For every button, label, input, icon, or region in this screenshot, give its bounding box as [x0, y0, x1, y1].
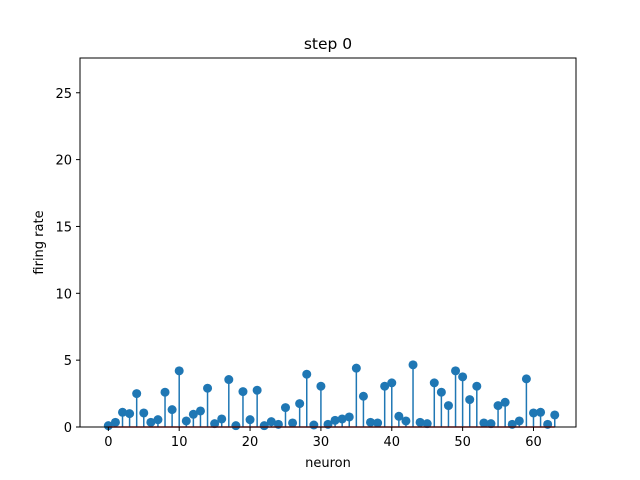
stem-marker — [231, 421, 241, 431]
stem-marker — [288, 418, 298, 428]
chart-title: step 0 — [304, 35, 352, 53]
stem-marker — [415, 417, 425, 427]
stem-marker — [408, 360, 418, 370]
x-tick-label: 60 — [525, 435, 542, 450]
stem-marker — [167, 405, 177, 415]
x-tick-label: 50 — [454, 435, 471, 450]
stem-marker — [195, 406, 205, 416]
stem-lines — [107, 364, 556, 427]
x-tick-label: 40 — [383, 435, 400, 450]
stem-marker — [351, 363, 361, 373]
stem-marker — [160, 387, 170, 397]
stem-marker — [259, 421, 269, 431]
stem-marker — [110, 417, 120, 427]
stem-marker — [103, 421, 113, 431]
stem-marker — [266, 417, 276, 427]
x-axis-label: neuron — [305, 456, 351, 471]
stem-marker — [245, 415, 255, 425]
stem-marker — [330, 415, 340, 425]
stem-marker — [132, 389, 142, 399]
stem-marker — [139, 408, 149, 418]
stem-marker — [472, 381, 482, 391]
axes-frame — [79, 57, 577, 428]
stem-marker — [358, 391, 368, 401]
y-axis-label: firing rate — [32, 210, 47, 274]
y-tick-label: 15 — [55, 220, 72, 235]
stem-marker — [373, 418, 383, 428]
y-axis-ticks: 0 5 10 15 20 25 — [55, 87, 80, 436]
stem-marker — [174, 366, 184, 376]
stem-marker — [387, 378, 397, 388]
stem-marker — [125, 409, 135, 419]
stem-marker — [422, 419, 432, 429]
stem-marker — [528, 408, 538, 418]
stem-marker — [210, 419, 220, 429]
stem-marker — [295, 399, 305, 409]
stem-marker — [146, 417, 156, 427]
x-tick-label: 20 — [242, 435, 259, 450]
stem-marker — [252, 385, 262, 395]
stem-marker — [451, 366, 461, 376]
stem-marker — [188, 409, 198, 419]
stem-marker — [181, 416, 191, 426]
stem-marker — [238, 387, 248, 397]
stem-marker — [302, 369, 312, 379]
stem-marker — [443, 401, 453, 411]
y-tick-label: 10 — [55, 287, 72, 302]
x-tick-label: 10 — [171, 435, 188, 450]
stem-marker — [514, 416, 524, 426]
stem-marker — [224, 375, 234, 385]
stem-marker — [550, 410, 560, 420]
y-tick-label: 5 — [64, 354, 72, 369]
y-tick-label: 0 — [64, 421, 72, 436]
stem-marker — [366, 417, 376, 427]
stem-marker — [521, 374, 531, 384]
stem-marker — [203, 383, 213, 393]
stem-marker — [153, 415, 163, 425]
stem-marker — [337, 414, 347, 424]
stem-marker — [500, 397, 510, 407]
stem-marker — [344, 412, 354, 422]
plot-area — [80, 58, 576, 427]
stem-marker — [458, 372, 468, 382]
stem-marker — [429, 378, 439, 388]
stem-marker — [436, 387, 446, 397]
stem-marker — [401, 416, 411, 426]
stem-marker — [479, 418, 489, 428]
stem-markers — [103, 360, 560, 431]
stem-marker — [316, 381, 326, 391]
stem-marker — [380, 381, 390, 391]
stem-marker — [118, 407, 128, 417]
y-tick-label: 20 — [55, 154, 72, 169]
x-tick-label: 30 — [313, 435, 330, 450]
x-tick-label: 0 — [104, 435, 112, 450]
stem-marker — [465, 395, 475, 405]
stem-marker — [486, 419, 496, 429]
stem-marker — [536, 407, 546, 417]
stem-marker — [493, 401, 503, 411]
stem-marker — [280, 403, 290, 413]
x-axis-ticks: 0 10 20 30 40 50 60 — [104, 427, 542, 450]
stem-marker — [394, 411, 404, 421]
stem-marker — [217, 414, 227, 424]
stem-marker — [309, 420, 319, 430]
y-tick-label: 25 — [55, 87, 72, 102]
